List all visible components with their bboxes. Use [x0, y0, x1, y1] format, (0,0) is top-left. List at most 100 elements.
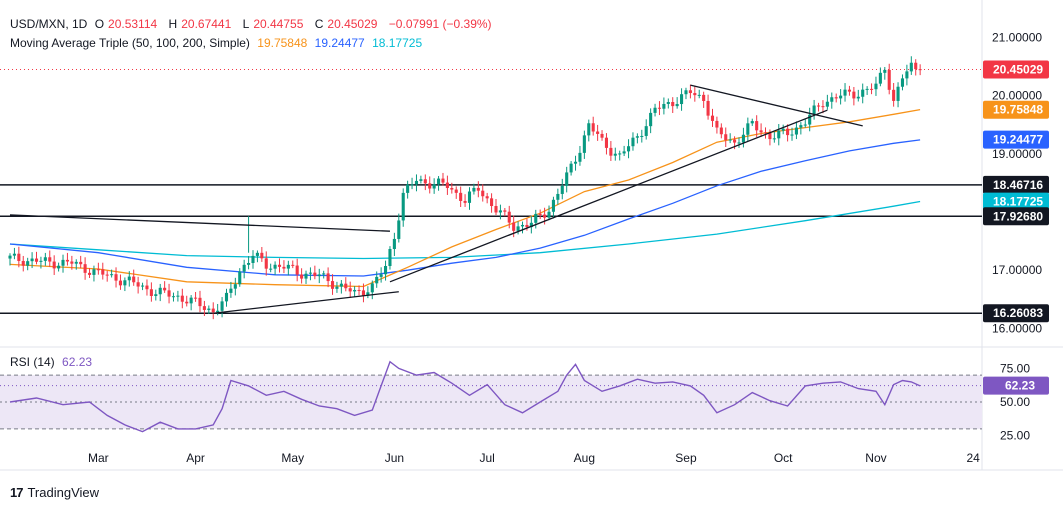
- symbol-label[interactable]: USD/MXN, 1D: [10, 17, 88, 31]
- candle: [671, 102, 675, 107]
- candle: [432, 184, 436, 189]
- candle: [631, 137, 635, 147]
- time-tick-label: Sep: [675, 451, 697, 465]
- price-tag-label: 19.75848: [993, 103, 1043, 117]
- candle: [202, 306, 206, 310]
- candle: [843, 89, 847, 96]
- rsi-title[interactable]: RSI (14): [10, 355, 55, 369]
- candle: [375, 276, 379, 284]
- candle: [216, 310, 220, 313]
- candle: [392, 238, 396, 250]
- candle: [635, 136, 639, 138]
- candle: [118, 280, 123, 286]
- time-tick-label: Jul: [479, 451, 494, 465]
- candle: [437, 178, 441, 185]
- candle: [463, 200, 467, 203]
- candles: [8, 56, 922, 320]
- candle: [852, 91, 856, 99]
- ma100-value: 19.24477: [314, 36, 365, 50]
- candle: [189, 297, 193, 304]
- candle: [79, 261, 83, 265]
- candle: [622, 151, 626, 154]
- candle: [662, 103, 666, 109]
- price-tag-4: [983, 192, 1049, 211]
- trendlines: [9, 84, 863, 314]
- candle: [357, 289, 361, 291]
- candle: [145, 285, 149, 290]
- candle: [198, 297, 202, 307]
- candle: [878, 72, 882, 84]
- rsi-value: 62.23: [62, 355, 93, 369]
- candle: [719, 127, 723, 135]
- candle: [295, 265, 299, 275]
- candle: [741, 134, 745, 143]
- candle: [348, 288, 352, 292]
- candle: [724, 134, 728, 141]
- candle: [176, 295, 180, 297]
- candle: [83, 264, 87, 273]
- candle: [498, 210, 502, 213]
- candle: [900, 78, 905, 87]
- candle: [816, 105, 821, 107]
- candle: [229, 288, 233, 293]
- candle: [649, 112, 653, 127]
- time-tick-label: Aug: [574, 451, 595, 465]
- candle: [507, 211, 511, 223]
- brand-name: TradingView: [27, 485, 100, 500]
- candle: [330, 281, 335, 289]
- candle: [211, 308, 215, 313]
- ma-title[interactable]: Moving Average Triple (50, 100, 200, Sim…: [10, 36, 250, 50]
- candle: [476, 187, 480, 191]
- candle: [609, 147, 613, 156]
- candle: [397, 220, 401, 239]
- candle: [538, 213, 542, 215]
- candle: [26, 261, 30, 266]
- high-value: 20.67441: [181, 17, 232, 31]
- candle: [247, 262, 251, 265]
- tradingview-brand[interactable]: 17 TradingView: [10, 485, 99, 500]
- candle: [591, 123, 595, 132]
- candle: [454, 189, 458, 193]
- candle: [419, 179, 423, 181]
- candle: [516, 226, 520, 231]
- candle: [185, 301, 189, 304]
- ma200-value: 18.17725: [372, 36, 423, 50]
- candle: [710, 115, 715, 121]
- candle: [39, 260, 43, 262]
- candle: [839, 95, 843, 99]
- candle: [666, 102, 670, 104]
- candle: [317, 274, 321, 277]
- candle: [821, 106, 825, 108]
- candle: [543, 214, 547, 218]
- candle: [892, 89, 896, 101]
- rsi-value-tag: [983, 376, 1049, 395]
- time-tick-label: Nov: [865, 451, 886, 465]
- candle: [640, 135, 644, 137]
- close-value: 20.45029: [327, 17, 378, 31]
- trendline-2: [389, 109, 828, 283]
- candle: [604, 137, 609, 148]
- ma-legend: Moving Average Triple (50, 100, 200, Sim…: [10, 36, 426, 50]
- candle: [600, 133, 604, 138]
- candle: [286, 264, 290, 269]
- price-tag-5: [983, 207, 1049, 226]
- candle: [445, 182, 449, 188]
- time-tick-label: Oct: [774, 451, 793, 465]
- candle: [834, 97, 838, 99]
- candle: [105, 274, 109, 276]
- candle: [768, 132, 772, 140]
- candle: [401, 192, 405, 221]
- candle: [626, 146, 631, 152]
- candle: [914, 62, 918, 70]
- candle: [490, 198, 494, 207]
- candle: [799, 125, 803, 128]
- candle: [326, 273, 330, 282]
- time-tick-label: 24: [966, 451, 980, 465]
- candle: [101, 269, 105, 275]
- rsi-tag-label: 62.23: [1005, 379, 1035, 393]
- candle: [410, 184, 414, 186]
- candle: [746, 123, 750, 135]
- candle: [74, 261, 78, 264]
- candle: [96, 269, 100, 271]
